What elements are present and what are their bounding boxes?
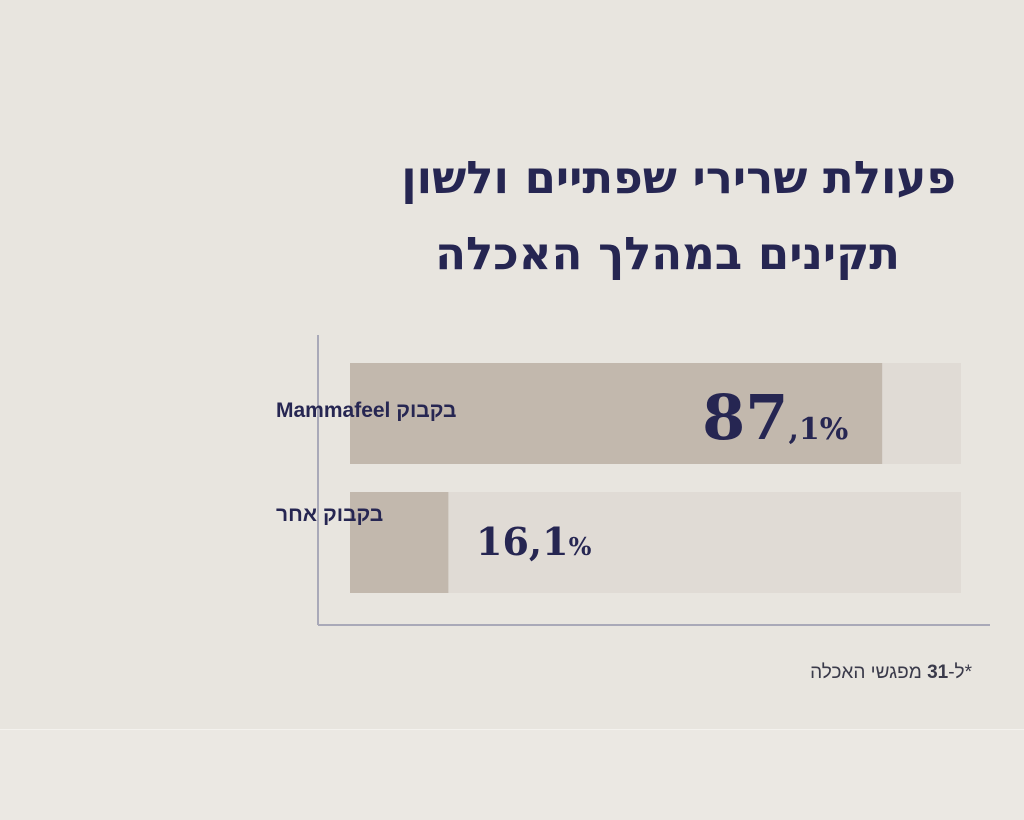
bottom-band (0, 729, 1024, 820)
footnote: *ל-31 מפגשי האכלה (810, 662, 972, 684)
title-line-2: תקינים במהלך האכלה (435, 227, 900, 280)
data-label: 16,1% (476, 519, 592, 564)
bar (350, 363, 883, 464)
data-label: 87,1% (702, 381, 848, 454)
category-label: בקבוק אחר (276, 503, 383, 526)
bar (350, 492, 449, 593)
footnote-prefix: *ל- (948, 662, 972, 683)
title-line-1: פעולת שרירי שפתיים ולשון (401, 151, 956, 204)
bar-track (350, 492, 961, 593)
bars-group: בקבוק Mammafeel 87,1% בקבוק אחר 16,1% (276, 363, 961, 593)
category-label: בקבוק Mammafeel (276, 399, 457, 422)
footnote-number: 31 (927, 662, 949, 683)
chart-title: פעולת שרירי שפתיים ולשון תקינים במהלך הא… (236, 140, 956, 292)
footnote-suffix: מפגשי האכלה (810, 662, 928, 683)
